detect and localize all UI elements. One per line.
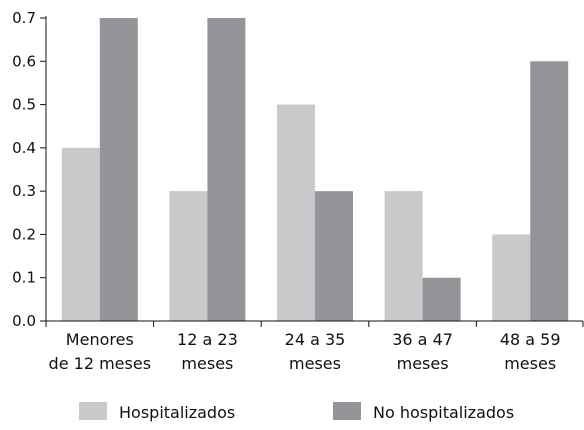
y-tick-label: 0.2 [12,225,36,243]
y-axis: 0.0 0.1 0.2 0.3 0.4 0.5 0.6 0.7 [12,9,47,330]
y-tick-label: 0.0 [12,312,36,330]
y-tick-label: 0.7 [12,9,36,27]
legend-swatch [333,402,361,420]
bar-no-hospitalizados [530,61,569,322]
y-tick-label: 0.3 [12,182,36,200]
legend-label: Hospitalizados [119,403,235,422]
y-tick-label: 0.5 [12,96,36,114]
legend-swatch [79,402,107,420]
y-tick-label: 0.4 [12,139,36,157]
bar-no-hospitalizados [422,277,461,321]
x-tick-label: 48 a 59 [500,330,561,349]
bar-hospitalizados [277,104,315,321]
bar-no-hospitalizados [315,191,353,321]
bar-hospitalizados [61,147,100,321]
bars [61,18,569,322]
x-tick-label: Menores [66,330,134,349]
x-tick-label: meses [504,354,556,373]
legend: Hospitalizados No hospitalizados [79,402,514,422]
x-tick-label: meses [181,354,233,373]
x-tick-label: 12 a 23 [177,330,238,349]
y-tick-label: 0.6 [12,52,36,70]
bar-hospitalizados [169,191,208,321]
x-tick-label: 24 a 35 [285,330,346,349]
x-tick-label: meses [397,354,449,373]
x-axis: Menores de 12 meses 12 a 23 meses 24 a 35 mes… [45,320,584,373]
bar-hospitalizados [384,191,423,321]
x-tick-label: 36 a 47 [392,330,453,349]
y-tick-label: 0.1 [12,269,36,287]
bar-hospitalizados [492,234,531,321]
bar-no-hospitalizados [207,18,246,321]
legend-label: No hospitalizados [373,403,514,422]
x-tick-label: de 12 meses [49,354,151,373]
bar-no-hospitalizados [99,18,138,321]
x-tick-label: meses [289,354,341,373]
